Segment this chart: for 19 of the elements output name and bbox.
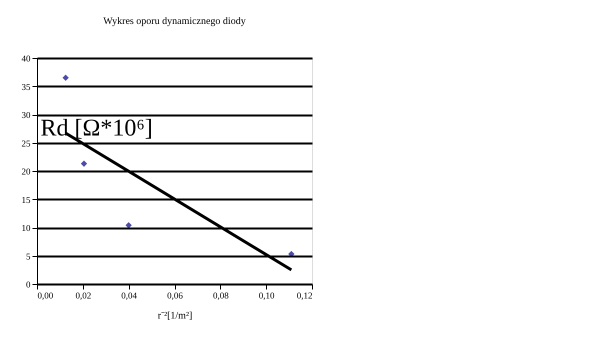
- y-tick-label: 10: [22, 223, 31, 233]
- x-tick-label: 0,10: [258, 290, 276, 300]
- x-tick-label: 0,08: [212, 290, 230, 300]
- chart-title: Wykres oporu dynamicznego diody: [103, 16, 246, 27]
- y-tick-label: 15: [22, 194, 31, 205]
- y-tick-label: 20: [22, 166, 31, 176]
- y-tick-label: 25: [22, 138, 31, 148]
- x-tick-label: 0,04: [121, 290, 138, 300]
- y-tick-label: 35: [22, 82, 31, 92]
- x-tick-label: 0,06: [167, 290, 184, 300]
- x-tick-label: 0,00: [38, 290, 54, 300]
- y-tick-label: 0: [26, 280, 31, 290]
- y-tick-label: 40: [22, 54, 31, 64]
- y-axis-title: Rd [Ω*10⁶]: [40, 116, 153, 142]
- y-tick-label: 30: [22, 110, 31, 120]
- x-tick-label: 0,02: [75, 290, 92, 300]
- x-tick-label: 0,12: [296, 290, 312, 300]
- y-tick-label: 5: [26, 251, 31, 262]
- x-axis-title: r⁻²[1/m²]: [158, 310, 192, 322]
